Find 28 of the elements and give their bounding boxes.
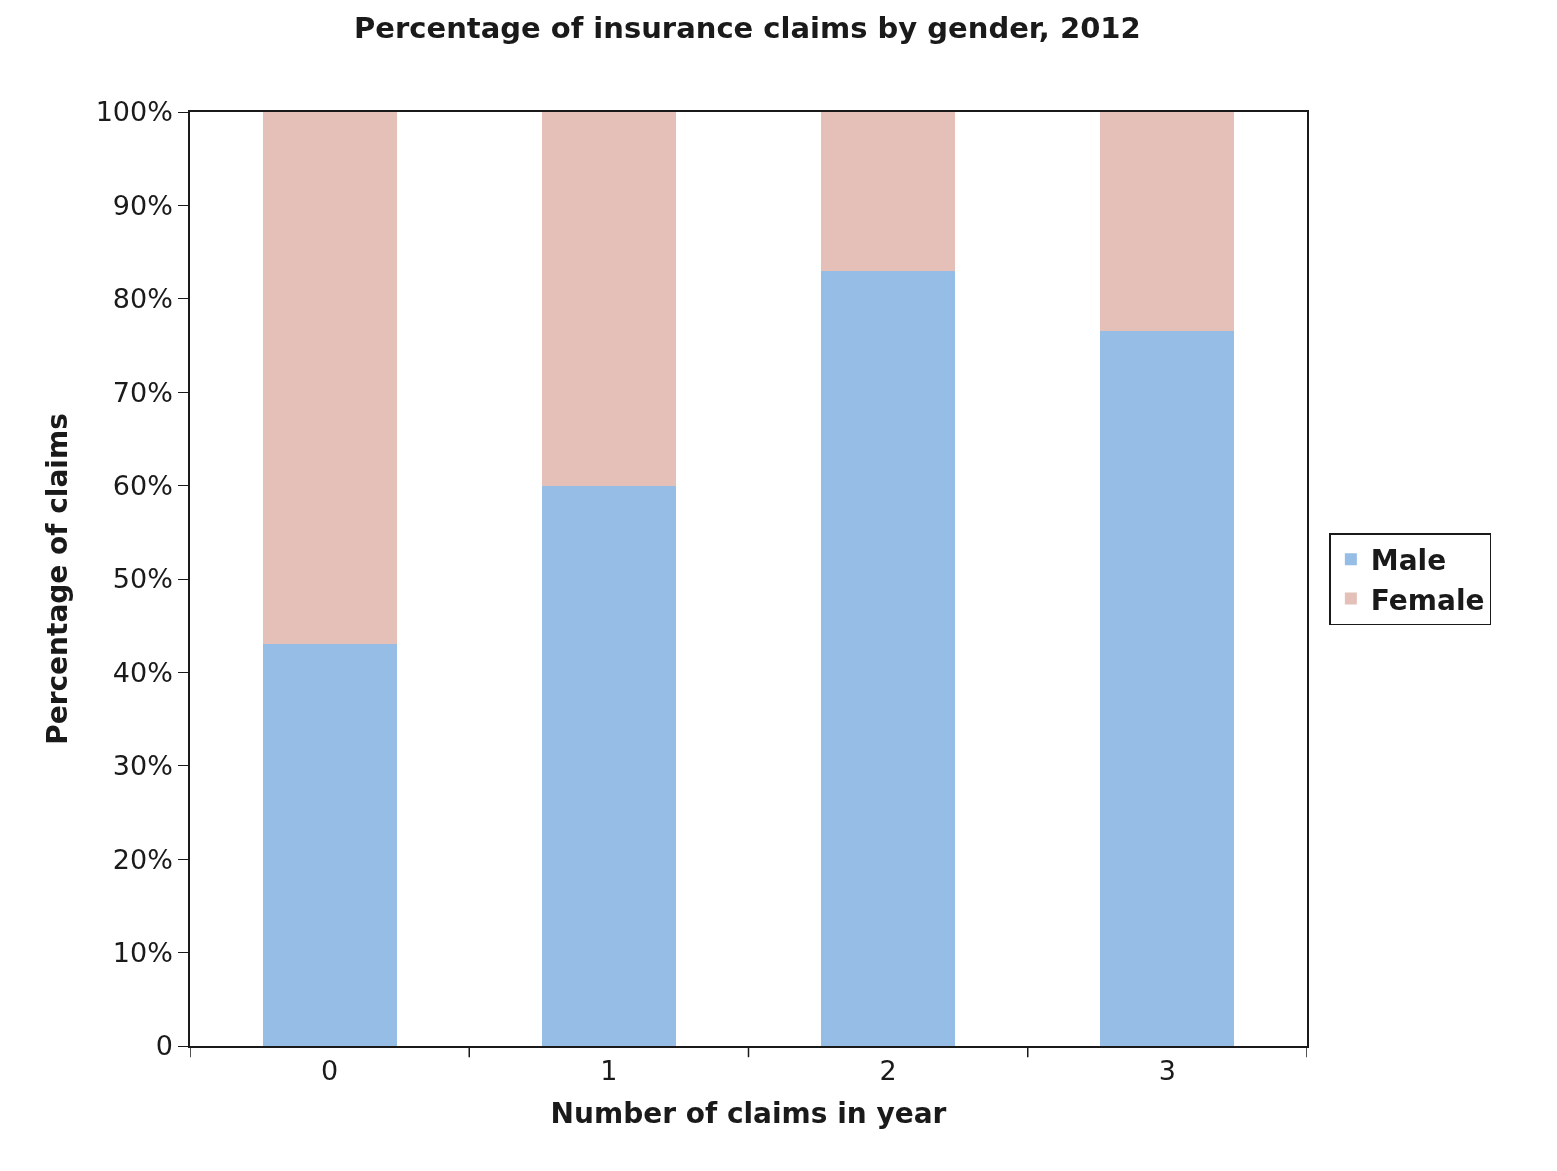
x-tick-label: 1 bbox=[600, 1055, 618, 1087]
chart-title: Percentage of insurance claims by gender, 2012 bbox=[354, 10, 1141, 45]
y-tick-label: 30% bbox=[112, 750, 173, 782]
x-tick-label: 3 bbox=[1158, 1055, 1176, 1087]
y-tick-label: 10% bbox=[112, 937, 173, 969]
bar bbox=[262, 112, 397, 645]
y-tick-label: 40% bbox=[112, 656, 173, 688]
y-tick-label: 100% bbox=[95, 96, 173, 128]
y-tick-label: 20% bbox=[112, 843, 173, 875]
y-tick-label: 50% bbox=[112, 563, 173, 595]
y-tick-label: 0 bbox=[155, 1030, 173, 1062]
x-tick-label: 0 bbox=[321, 1055, 339, 1087]
bar bbox=[1100, 112, 1235, 332]
x-axis-title: Number of claims in year bbox=[550, 1096, 947, 1130]
legend-label: Male bbox=[1370, 544, 1447, 578]
legend-label: Female bbox=[1370, 583, 1485, 617]
y-tick-label: 90% bbox=[112, 189, 173, 221]
bar bbox=[821, 270, 956, 1046]
y-axis-title: Percentage of claims bbox=[40, 413, 74, 745]
bar bbox=[821, 112, 956, 271]
y-tick-label: 80% bbox=[112, 283, 173, 315]
bar bbox=[541, 112, 676, 486]
y-tick-label: 70% bbox=[112, 376, 173, 408]
bar bbox=[262, 644, 397, 1046]
x-tick-label: 2 bbox=[879, 1055, 897, 1087]
bar bbox=[541, 485, 676, 1046]
y-tick-label: 60% bbox=[112, 470, 173, 502]
bar bbox=[1100, 331, 1235, 1046]
